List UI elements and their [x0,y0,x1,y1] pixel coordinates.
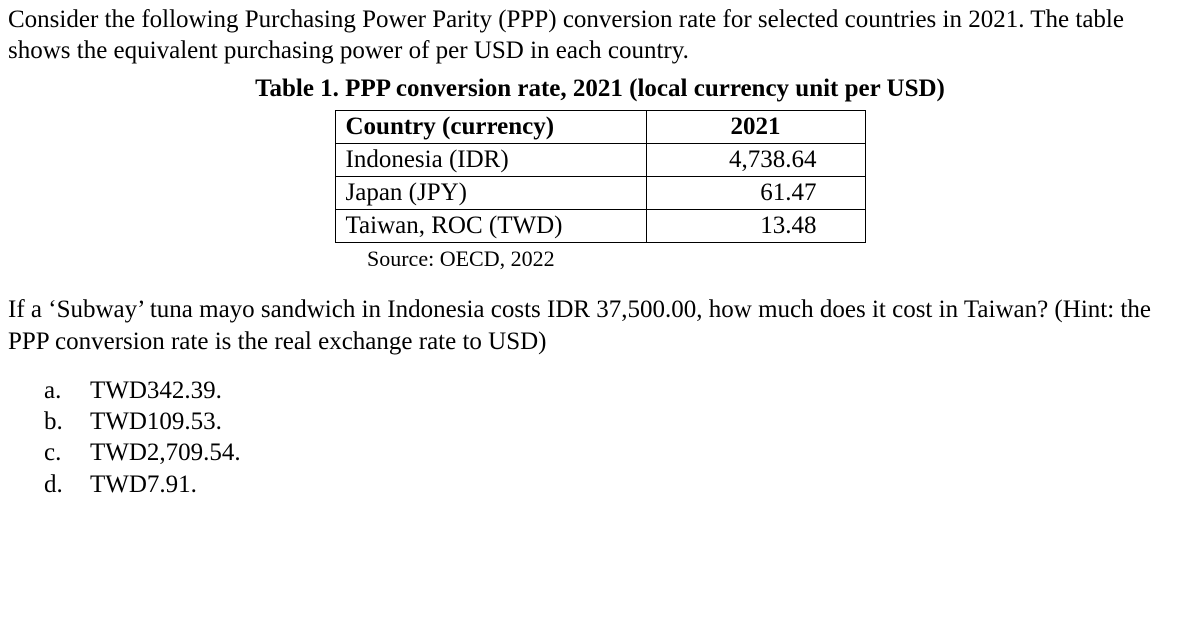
option-text: TWD2,709.54. [90,437,241,468]
exam-question: Consider the following Purchasing Power … [0,0,1200,500]
answer-options: a. TWD342.39. b. TWD109.53. c. TWD2,709.… [44,375,1192,500]
col-header-country: Country (currency) [335,110,646,143]
option-marker: d. [44,469,90,500]
cell-country: Japan (JPY) [335,176,646,209]
option-marker: a. [44,375,90,406]
option-marker: b. [44,406,90,437]
cell-value: 61.47 [646,176,865,209]
ppp-table: Country (currency) 2021 Indonesia (IDR) … [335,110,866,243]
table-row: Japan (JPY) 61.47 [335,176,865,209]
table-title: Table 1. PPP conversion rate, 2021 (loca… [8,73,1192,104]
option-text: TWD342.39. [90,375,222,406]
intro-text: Consider the following Purchasing Power … [8,4,1192,67]
cell-value: 13.48 [646,209,865,242]
table-row: Taiwan, ROC (TWD) 13.48 [335,209,865,242]
option-a[interactable]: a. TWD342.39. [44,375,1192,406]
cell-country: Indonesia (IDR) [335,143,646,176]
option-marker: c. [44,437,90,468]
col-header-year: 2021 [646,110,865,143]
question-text: If a ‘Subway’ tuna mayo sandwich in Indo… [8,294,1192,357]
table-source: Source: OECD, 2022 [363,245,837,273]
option-b[interactable]: b. TWD109.53. [44,406,1192,437]
option-c[interactable]: c. TWD2,709.54. [44,437,1192,468]
option-d[interactable]: d. TWD7.91. [44,469,1192,500]
cell-country: Taiwan, ROC (TWD) [335,209,646,242]
option-text: TWD109.53. [90,406,222,437]
cell-value: 4,738.64 [646,143,865,176]
table-header-row: Country (currency) 2021 [335,110,865,143]
option-text: TWD7.91. [90,469,197,500]
table-container: Country (currency) 2021 Indonesia (IDR) … [8,110,1192,273]
table-row: Indonesia (IDR) 4,738.64 [335,143,865,176]
